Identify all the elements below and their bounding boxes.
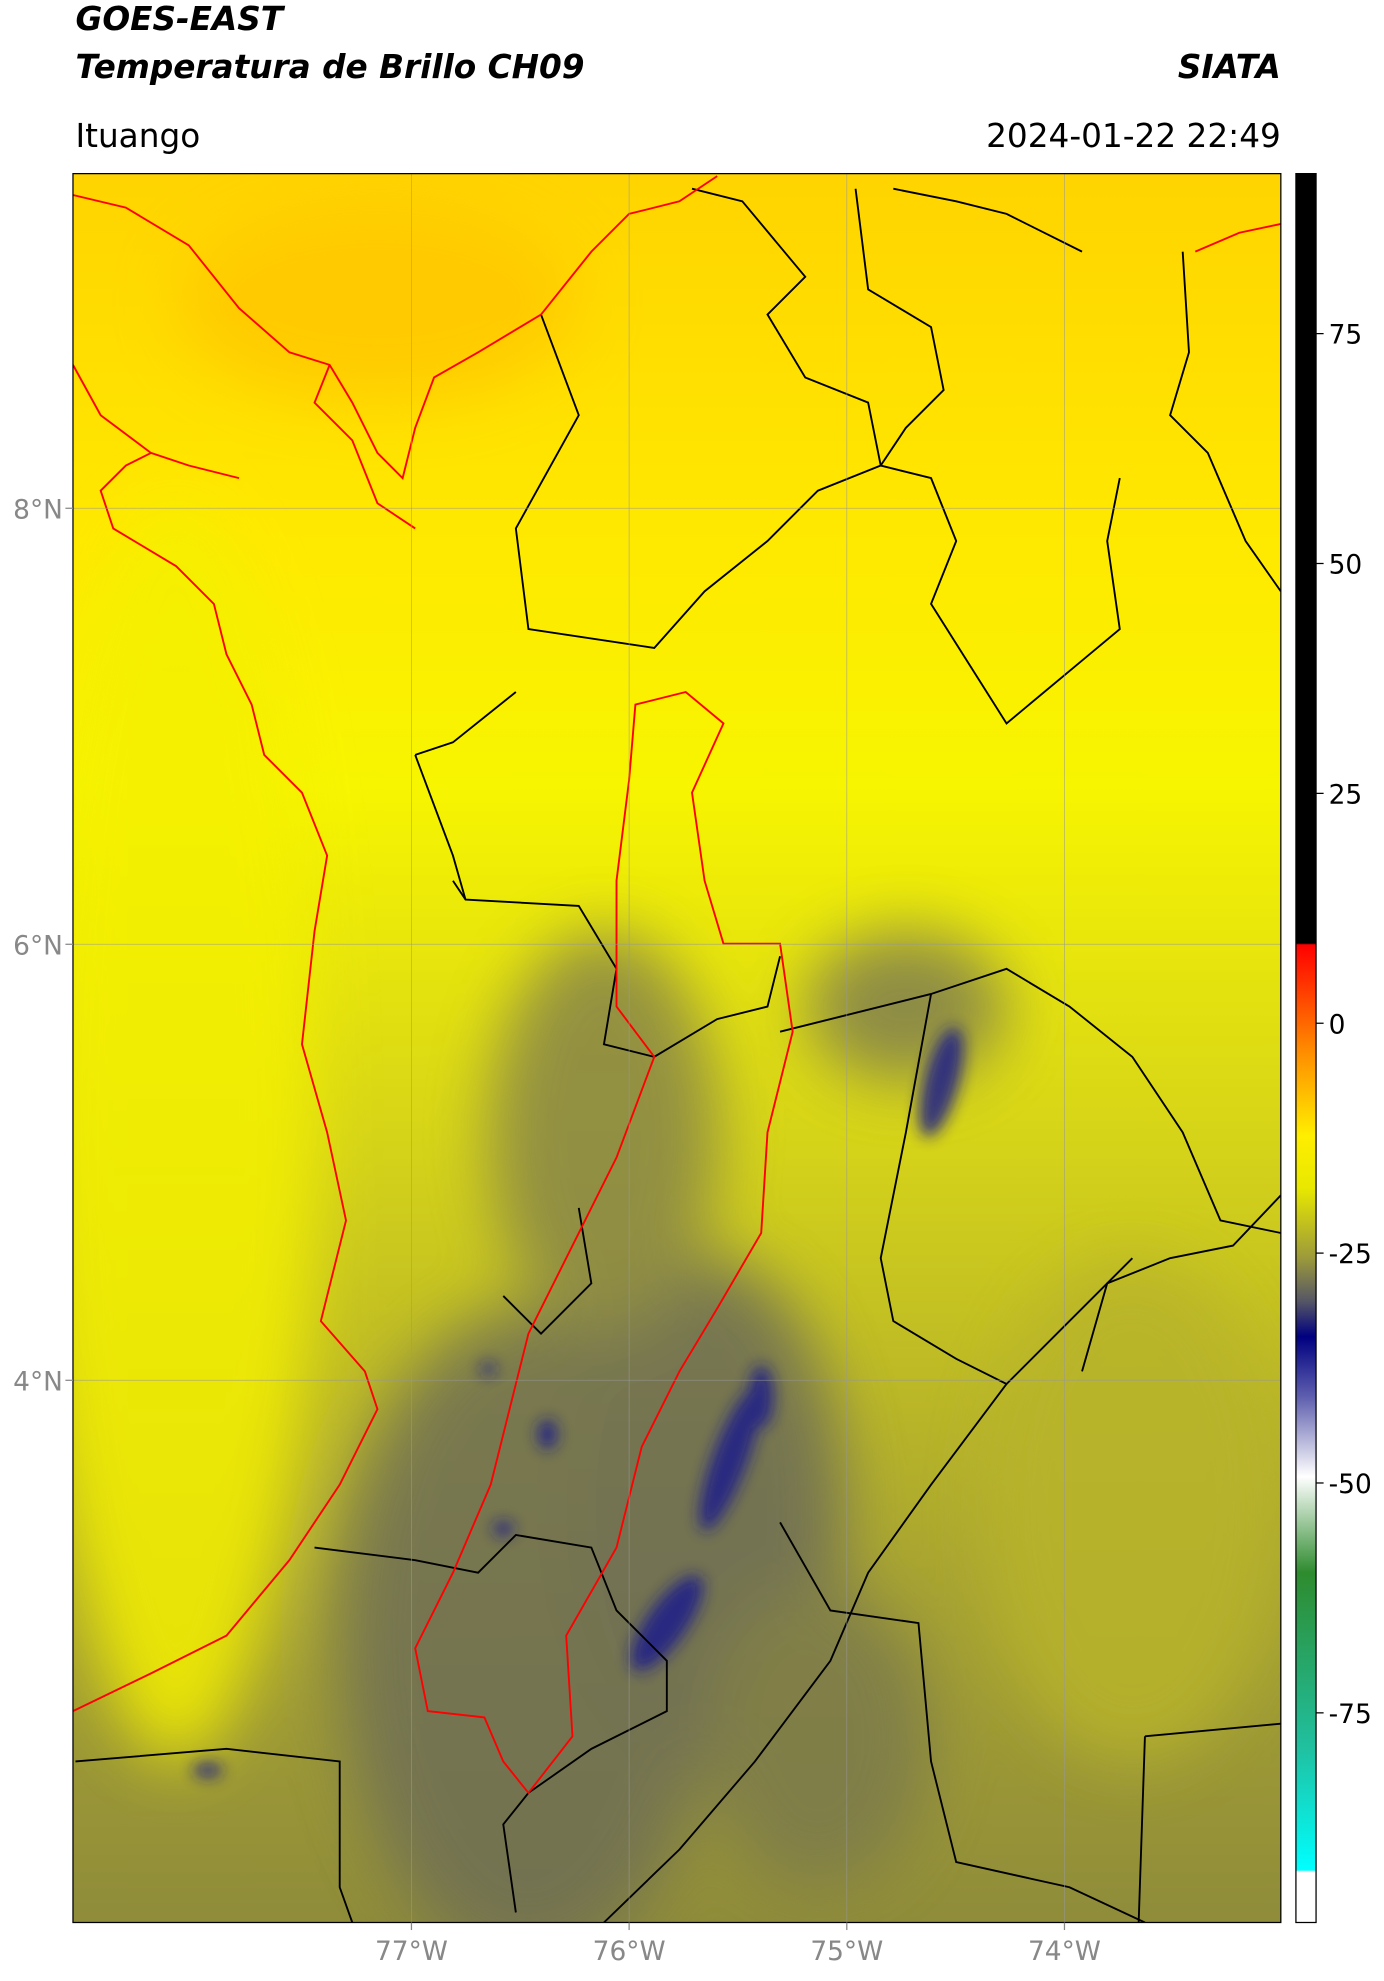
colorbar: [1295, 172, 1317, 1924]
colorbar-tick-label: 50: [1329, 550, 1363, 581]
y-tick-label: 8°N: [13, 494, 63, 525]
y-tick-label: 6°N: [13, 930, 63, 961]
map-image: [72, 173, 1281, 1923]
source: SIATA: [1178, 48, 1281, 86]
x-tick-label: 75°W: [810, 1936, 883, 1967]
region: Ituango: [75, 117, 200, 155]
datetime: 2024-01-22 22:49: [986, 117, 1281, 155]
x-tick-label: 76°W: [593, 1936, 666, 1967]
colorbar-tick-label: -75: [1329, 1699, 1372, 1730]
grid: [72, 173, 1281, 1923]
colorbar-tick-label: 25: [1329, 779, 1363, 810]
x-tick-label: 77°W: [375, 1936, 448, 1967]
title: GOES-EAST: [75, 0, 285, 38]
colorbar-tick-label: 0: [1329, 1009, 1346, 1040]
subtitle: Temperatura de Brillo CH09: [75, 48, 584, 86]
x-tick-label: 74°W: [1028, 1936, 1101, 1967]
colorbar-tick-label: 75: [1329, 320, 1363, 351]
colorbar-tick-label: -50: [1329, 1469, 1372, 1500]
y-tick-label: 4°N: [13, 1366, 63, 1397]
colorbar-tick-label: -25: [1329, 1239, 1372, 1270]
map-frame: [72, 172, 1282, 1924]
